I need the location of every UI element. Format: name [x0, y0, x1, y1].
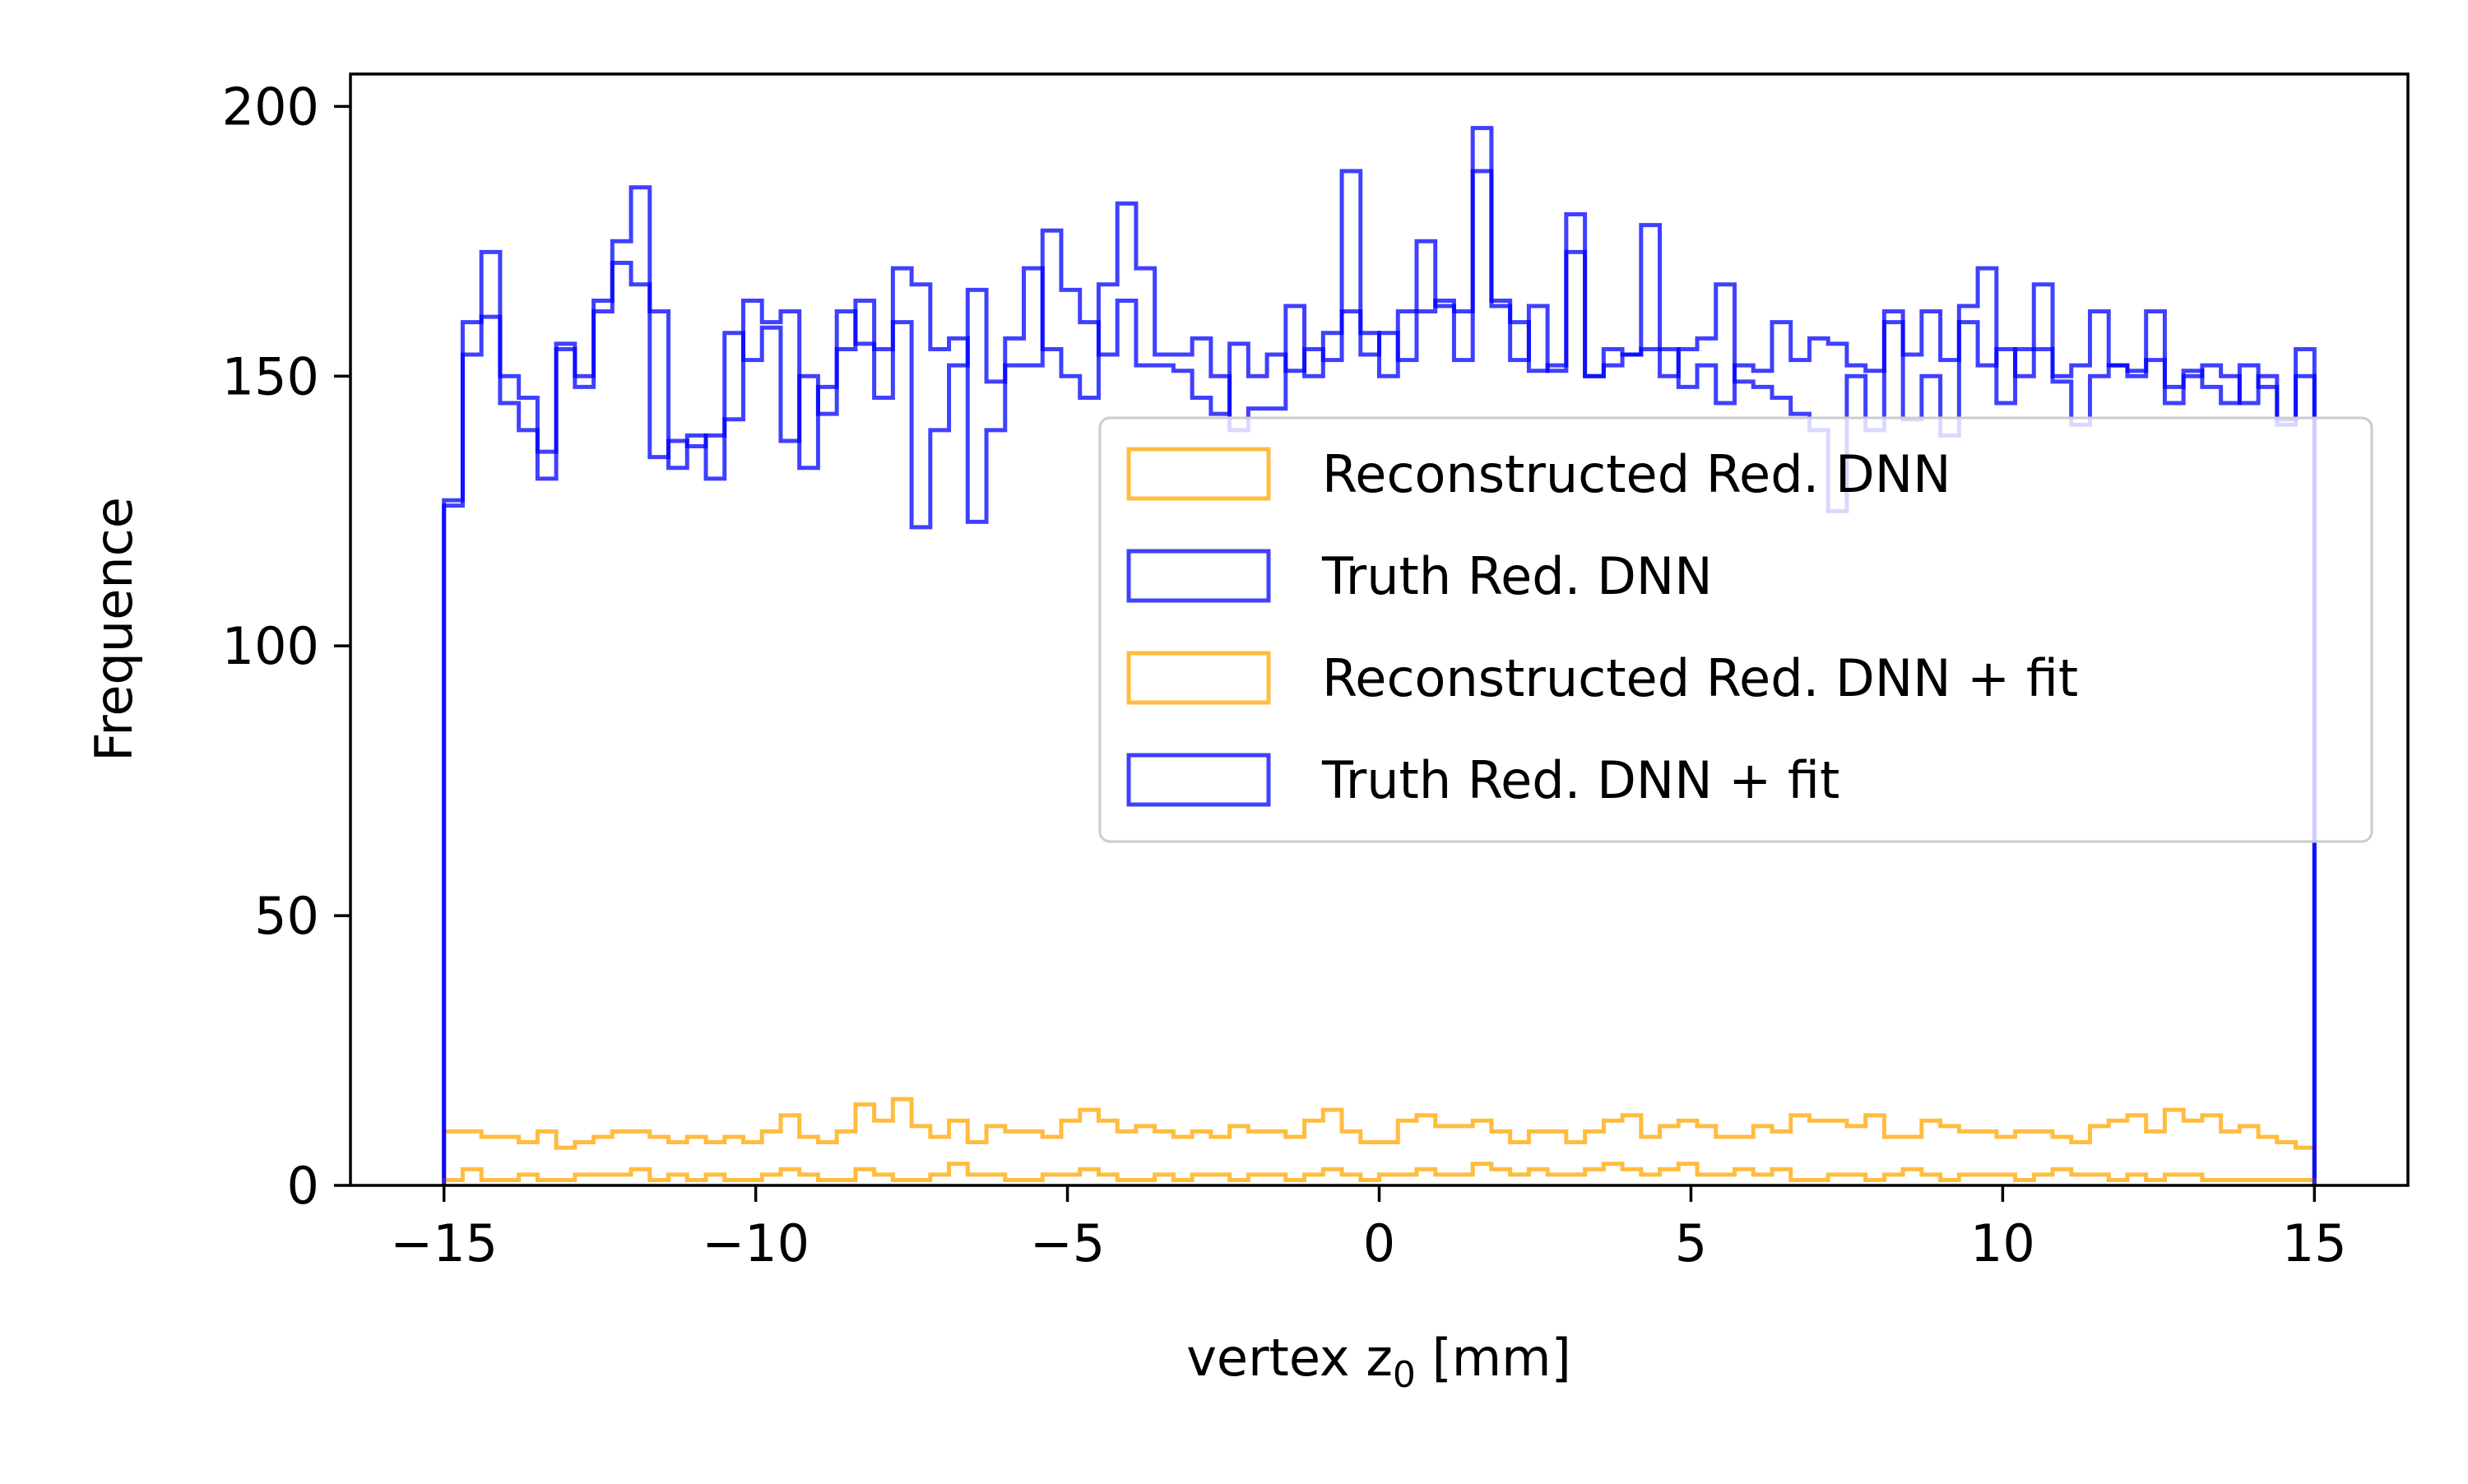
x-tick-label: −10 [702, 1213, 810, 1273]
histogram-series-3 [442, 1162, 2317, 1185]
series-layer [442, 126, 2317, 1185]
y-axis-label: Frequence [84, 497, 144, 762]
x-tick-label: −5 [1030, 1213, 1105, 1273]
legend-label: Reconstructed Red. DNN [1322, 444, 1951, 504]
y-axis: 0 50 100 150 200 [222, 77, 350, 1216]
histogram-series-4 [442, 126, 2317, 1185]
y-tick-label: 50 [254, 886, 319, 946]
legend-label: Truth Red. DNN [1321, 546, 1713, 606]
legend-swatch [1126, 549, 1271, 603]
y-tick-label: 0 [287, 1156, 319, 1216]
y-tick-label: 150 [222, 346, 319, 406]
y-tick-label: 200 [222, 77, 319, 137]
legend: Reconstructed Red. DNN Truth Red. DNN Reco… [1098, 416, 2373, 843]
histogram-series-1 [442, 1097, 2317, 1185]
x-tick-label: −15 [390, 1213, 498, 1273]
x-tick-label: 5 [1675, 1213, 1707, 1273]
legend-box [1098, 416, 2373, 843]
x-tick-label: 15 [2282, 1213, 2347, 1273]
legend-label: Reconstructed Red. DNN + fit [1322, 648, 2078, 708]
x-tick-label: 10 [1970, 1213, 2035, 1273]
x-tick-label: 0 [1363, 1213, 1395, 1273]
legend-swatch [1126, 651, 1271, 705]
y-tick-label: 100 [222, 616, 319, 676]
legend-swatch [1126, 447, 1271, 501]
legend-swatch [1126, 753, 1271, 807]
legend-label: Truth Red. DNN + fit [1321, 750, 1839, 810]
x-axis-label: vertex z0 [mm] [1186, 1328, 1571, 1396]
x-axis: −15 −10 −5 0 5 10 15 [390, 1185, 2347, 1273]
